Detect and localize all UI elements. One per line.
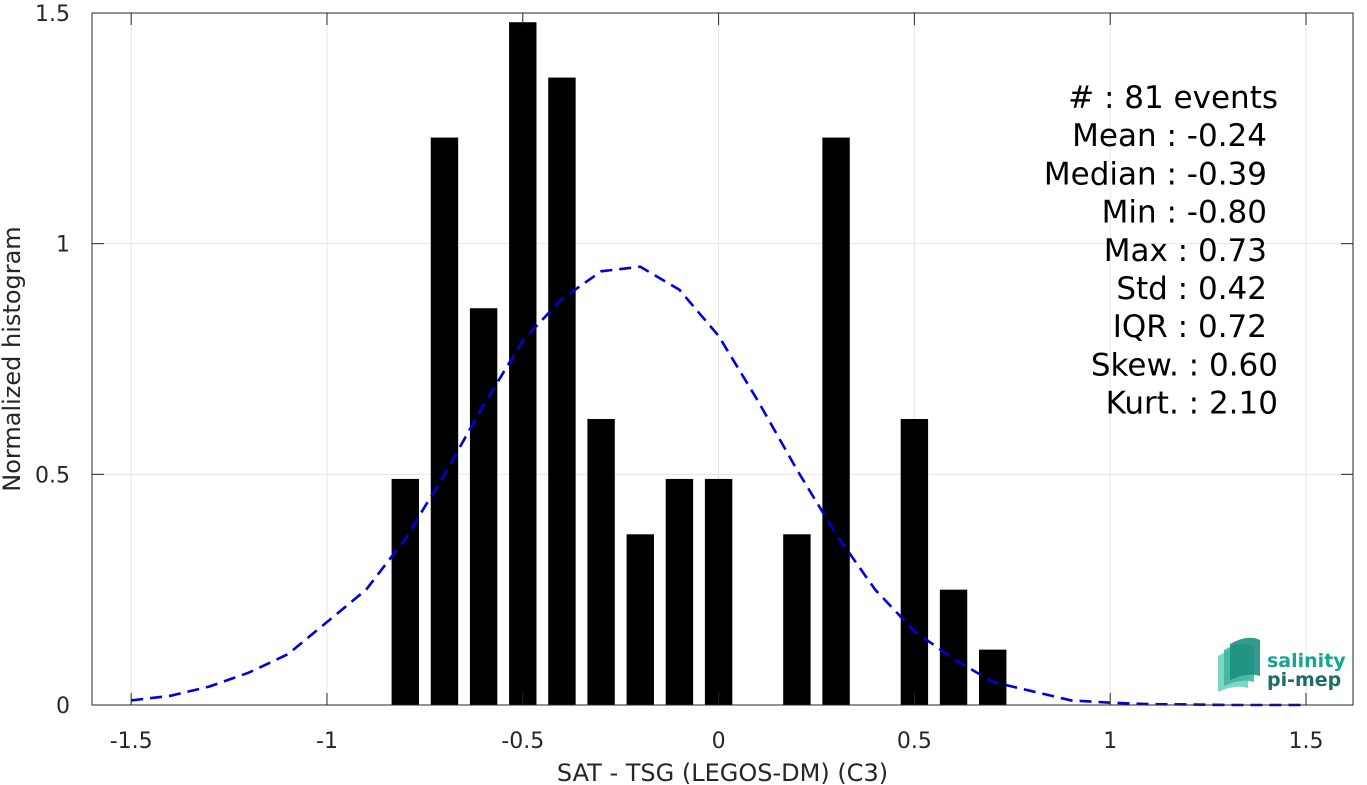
x-tick-label: -0.5	[501, 729, 544, 754]
y-tick-labels: 0 0.5 1 1.5	[35, 2, 70, 719]
y-tick-label: 0	[56, 694, 70, 719]
stats-line: IQR : 0.72	[1113, 309, 1267, 345]
histogram-bar	[587, 418, 615, 705]
logo-text-salinity: salinity	[1267, 650, 1346, 672]
stats-line: Max : 0.73	[1104, 233, 1267, 269]
histogram-bar	[430, 137, 459, 705]
x-tick-label: -1.5	[110, 729, 153, 754]
x-tick-labels: -1.5 -1 -0.5 0 0.5 1 1.5	[110, 729, 1324, 754]
histogram-bar	[979, 649, 1007, 705]
histogram-bar	[626, 534, 654, 705]
stats-line: Mean : -0.24	[1072, 118, 1267, 154]
histogram-bar	[391, 478, 419, 705]
histogram-bar	[469, 308, 498, 705]
histogram-bar	[509, 22, 537, 705]
logo-text-pi-mep: pi-mep	[1267, 669, 1341, 691]
histogram-bars	[391, 22, 1007, 705]
logo-waves-icon	[1218, 637, 1260, 692]
stats-line: Kurt. : 2.10	[1106, 386, 1278, 422]
x-axis-label: SAT - TSG (LEGOS-DM) (C3)	[557, 759, 888, 785]
histogram-bar	[900, 418, 929, 705]
x-tick-label: 1	[1103, 729, 1117, 754]
y-axis-label: Normalized histogram	[0, 226, 26, 491]
histogram-bar	[822, 137, 850, 705]
stats-line: Skew. : 0.60	[1091, 347, 1278, 383]
stats-line: Median : -0.39	[1044, 156, 1267, 192]
x-tick-label: 0	[712, 729, 726, 754]
histogram-bar	[548, 77, 576, 705]
stats-line: # : 81 events	[1068, 80, 1278, 116]
x-tick-label: -1	[316, 729, 338, 754]
x-tick-label: 1.5	[1289, 729, 1324, 754]
axes-box	[91, 12, 1354, 706]
stats-line: Std : 0.42	[1116, 271, 1267, 307]
histogram-bar	[939, 589, 968, 705]
logo-wave-layer	[1230, 637, 1260, 680]
y-tick-label: 1.5	[35, 2, 70, 27]
histogram-bar	[704, 478, 733, 705]
stats-line: Min : -0.80	[1102, 195, 1267, 231]
histogram-bar	[665, 478, 694, 705]
y-tick-label: 0.5	[35, 463, 70, 488]
tick-marks	[92, 12, 1353, 706]
histogram-bar	[783, 534, 811, 705]
y-tick-label: 1	[56, 233, 70, 258]
x-tick-label: 0.5	[897, 729, 932, 754]
